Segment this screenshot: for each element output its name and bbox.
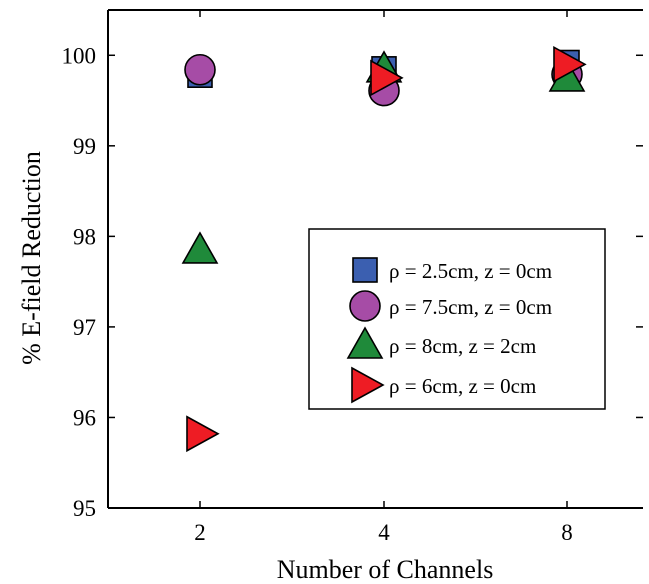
- legend-label: ρ = 2.5cm, z = 0cm: [389, 259, 552, 283]
- legend-label: ρ = 8cm, z = 2cm: [389, 334, 536, 358]
- legend-label: ρ = 6cm, z = 0cm: [389, 374, 536, 398]
- plot-markers: [181, 45, 587, 453]
- legend-marker-triangle-right: [351, 366, 385, 404]
- data-point-triangle-right: [553, 45, 587, 83]
- data-point-circle: [184, 53, 216, 86]
- legend: ρ = 2.5cm, z = 0cm ρ = 7.5cm, z = 0cm ρ = …: [308, 228, 606, 410]
- legend-marker-triangle-up: [346, 326, 384, 359]
- axis-ticks: 95 96 97 98 99 100 2 4 8: [62, 10, 643, 545]
- data-point-triangle-right: [370, 59, 404, 97]
- y-tick-label: 96: [73, 405, 96, 430]
- legend-marker-circle: [349, 290, 381, 322]
- plot-axes: [107, 9, 643, 509]
- x-tick-label: 2: [194, 520, 206, 545]
- legend-label: ρ = 7.5cm, z = 0cm: [389, 295, 552, 319]
- data-point-triangle-right: [186, 415, 220, 453]
- data-point-triangle-up: [181, 231, 219, 264]
- y-tick-label: 100: [62, 43, 97, 68]
- y-tick-label: 95: [73, 496, 96, 521]
- y-tick-label: 98: [73, 224, 96, 249]
- x-tick-label: 8: [561, 520, 573, 545]
- y-tick-label: 99: [73, 134, 96, 159]
- x-axis-title: Number of Channels: [277, 555, 494, 584]
- y-tick-label: 97: [73, 315, 96, 340]
- x-tick-label: 4: [378, 520, 390, 545]
- y-axis-title: % E-field Reduction: [17, 151, 46, 365]
- legend-marker-square: [352, 257, 378, 283]
